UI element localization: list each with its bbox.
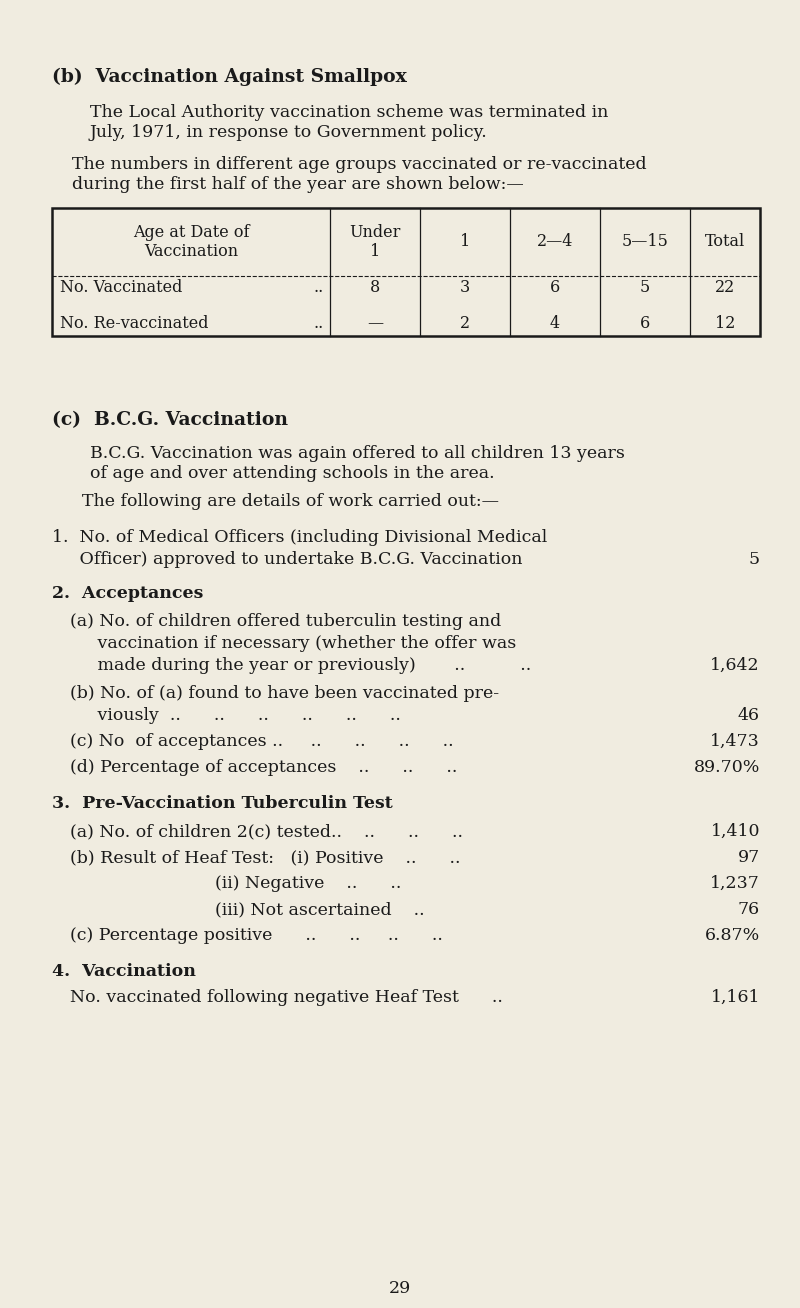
Text: 1: 1 bbox=[460, 234, 470, 251]
Text: 89.70%: 89.70% bbox=[694, 759, 760, 776]
Text: 3.  Pre-Vaccination Tuberculin Test: 3. Pre-Vaccination Tuberculin Test bbox=[52, 795, 393, 812]
Text: (iii) Not ascertained    ..: (iii) Not ascertained .. bbox=[215, 901, 425, 918]
Text: (b) Result of Heaf Test:   (i) Positive    ..      ..: (b) Result of Heaf Test: (i) Positive ..… bbox=[70, 849, 461, 866]
Text: 1,237: 1,237 bbox=[710, 875, 760, 892]
Text: (b)  Vaccination Against Smallpox: (b) Vaccination Against Smallpox bbox=[52, 68, 407, 86]
Text: 1,410: 1,410 bbox=[710, 823, 760, 840]
Text: (a) No. of children 2(c) tested..    ..      ..      ..: (a) No. of children 2(c) tested.. .. .. … bbox=[70, 823, 463, 840]
Text: Age at Date of
Vaccination: Age at Date of Vaccination bbox=[133, 224, 250, 260]
Text: 5—15: 5—15 bbox=[622, 234, 669, 251]
Text: 8: 8 bbox=[370, 280, 380, 297]
Text: 5: 5 bbox=[640, 280, 650, 297]
Text: (c)  B.C.G. Vaccination: (c) B.C.G. Vaccination bbox=[52, 411, 288, 429]
Text: 6.87%: 6.87% bbox=[705, 927, 760, 944]
Text: 3: 3 bbox=[460, 280, 470, 297]
Text: Total: Total bbox=[705, 234, 745, 251]
Text: (c) No  of acceptances ..     ..      ..      ..      ..: (c) No of acceptances .. .. .. .. .. bbox=[70, 732, 454, 749]
Text: 2: 2 bbox=[460, 315, 470, 332]
Text: No. Vaccinated: No. Vaccinated bbox=[60, 280, 182, 297]
Text: (a) No. of children offered tuberculin testing and: (a) No. of children offered tuberculin t… bbox=[70, 613, 502, 630]
Text: 46: 46 bbox=[738, 708, 760, 725]
Text: 1.  No. of Medical Officers (including Divisional Medical: 1. No. of Medical Officers (including Di… bbox=[52, 528, 547, 545]
Text: made during the year or previously)       ..          ..: made during the year or previously) .. .… bbox=[70, 657, 531, 674]
Text: ..: .. bbox=[314, 280, 324, 297]
Bar bbox=[52, 208, 760, 336]
Text: 2.  Acceptances: 2. Acceptances bbox=[52, 585, 203, 602]
Text: 1,642: 1,642 bbox=[710, 657, 760, 674]
Text: 6: 6 bbox=[550, 280, 560, 297]
Text: 22: 22 bbox=[715, 280, 735, 297]
Text: 12: 12 bbox=[715, 315, 735, 332]
Text: 97: 97 bbox=[738, 849, 760, 866]
Text: The Local Authority vaccination scheme was terminated in
July, 1971, in response: The Local Authority vaccination scheme w… bbox=[90, 105, 608, 140]
Text: vaccination if necessary (whether the offer was: vaccination if necessary (whether the of… bbox=[70, 634, 516, 651]
Text: 29: 29 bbox=[389, 1281, 411, 1298]
Text: (d) Percentage of acceptances    ..      ..      ..: (d) Percentage of acceptances .. .. .. bbox=[70, 759, 458, 776]
Text: (b) No. of (a) found to have been vaccinated pre-: (b) No. of (a) found to have been vaccin… bbox=[70, 685, 499, 702]
Text: Under
1: Under 1 bbox=[350, 224, 401, 260]
Text: 4.  Vaccination: 4. Vaccination bbox=[52, 963, 196, 980]
Text: 5: 5 bbox=[749, 551, 760, 568]
Text: (ii) Negative    ..      ..: (ii) Negative .. .. bbox=[215, 875, 402, 892]
Text: ..: .. bbox=[314, 315, 324, 332]
Text: (c) Percentage positive      ..      ..     ..      ..: (c) Percentage positive .. .. .. .. bbox=[70, 927, 443, 944]
Text: 76: 76 bbox=[738, 901, 760, 918]
Text: 1,473: 1,473 bbox=[710, 732, 760, 749]
Text: The numbers in different age groups vaccinated or re-vaccinated
during the first: The numbers in different age groups vacc… bbox=[72, 156, 646, 192]
Text: B.C.G. Vaccination was again offered to all children 13 years
of age and over at: B.C.G. Vaccination was again offered to … bbox=[90, 445, 625, 481]
Text: Officer) approved to undertake B.C.G. Vaccination: Officer) approved to undertake B.C.G. Va… bbox=[52, 551, 522, 568]
Text: The following are details of work carried out:—: The following are details of work carrie… bbox=[82, 493, 499, 510]
Text: No. vaccinated following negative Heaf Test      ..: No. vaccinated following negative Heaf T… bbox=[70, 989, 503, 1006]
Text: 4: 4 bbox=[550, 315, 560, 332]
Text: —: — bbox=[367, 315, 383, 332]
Text: No. Re-vaccinated: No. Re-vaccinated bbox=[60, 315, 209, 332]
Text: 6: 6 bbox=[640, 315, 650, 332]
Text: 2—4: 2—4 bbox=[537, 234, 573, 251]
Text: viously  ..      ..      ..      ..      ..      ..: viously .. .. .. .. .. .. bbox=[70, 708, 401, 725]
Text: 1,161: 1,161 bbox=[710, 989, 760, 1006]
